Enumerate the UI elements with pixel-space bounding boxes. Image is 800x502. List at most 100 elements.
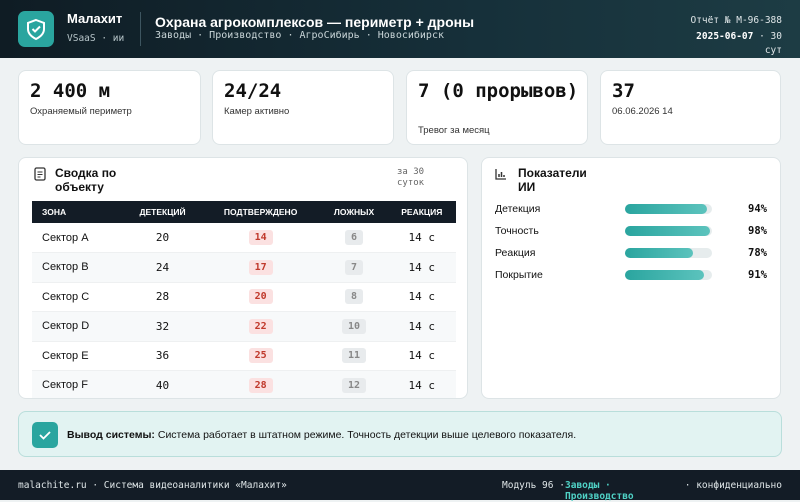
cell: 28 bbox=[200, 370, 321, 398]
cell: 8 bbox=[320, 282, 388, 312]
cell: 20 bbox=[200, 282, 321, 312]
metrics-card: Показатели ИИ Детекция 94% Точность 98% Реак… bbox=[481, 157, 781, 399]
progress-track bbox=[625, 248, 712, 258]
footer-link[interactable]: Заводы · Производство bbox=[565, 480, 634, 502]
divider bbox=[140, 12, 141, 46]
false-badge: 7 bbox=[344, 259, 364, 275]
cell: 14 с bbox=[387, 252, 456, 283]
kpi-value: 24/24 bbox=[224, 80, 282, 102]
metric-value: 78% bbox=[748, 247, 767, 259]
brand: Малахит bbox=[67, 11, 123, 26]
column-header: РЕАКЦИЯ bbox=[387, 201, 456, 223]
kpi-label: 06.06.2026 14 bbox=[612, 106, 673, 117]
confirmed-badge: 20 bbox=[248, 289, 273, 305]
kpi-value: 37 bbox=[612, 80, 635, 102]
report-id: Отчёт № М-96-388 bbox=[690, 15, 782, 26]
alert: Вывод системы: Система работает в штатно… bbox=[18, 411, 782, 457]
metric-label: Реакция bbox=[495, 247, 536, 259]
cell: 12 bbox=[320, 370, 388, 398]
doc-icon bbox=[34, 167, 46, 181]
cell: 17 bbox=[200, 252, 321, 283]
column-header: ПОДТВЕРЖДЕНО bbox=[200, 201, 321, 223]
kpi-label: Тревог за месяц bbox=[418, 125, 490, 136]
table-row: Сектор B 24 17 7 14 с bbox=[32, 252, 456, 283]
false-badge: 8 bbox=[344, 289, 364, 305]
kpi-label: Охраняемый периметр bbox=[30, 106, 132, 117]
column-header: ДЕТЕКЦИЙ bbox=[124, 201, 201, 223]
logo bbox=[18, 11, 54, 47]
logo-icon bbox=[27, 18, 45, 41]
breadcrumbs: Заводы · Производство · АгроСибирь · Нов… bbox=[155, 30, 444, 41]
cell: Сектор E bbox=[32, 341, 125, 371]
column-header: ЗОНА bbox=[32, 201, 125, 223]
alert-text: Вывод системы: Система работает в штатно… bbox=[67, 429, 576, 441]
cell: 14 с bbox=[387, 311, 456, 342]
summary-table: ЗОНА ДЕТЕКЦИЙ ПОДТВЕРЖДЕНО ЛОЖНЫХ РЕАКЦИЯ Сек… bbox=[32, 201, 456, 398]
check-icon bbox=[32, 422, 58, 448]
cell: Сектор F bbox=[32, 370, 125, 398]
cell: Сектор A bbox=[32, 223, 125, 253]
cell: 14 с bbox=[387, 341, 456, 371]
period: · 30 сут bbox=[759, 31, 782, 56]
footer-right: · конфиденциально bbox=[684, 480, 782, 491]
progress-track bbox=[625, 226, 712, 236]
cell: 14 с bbox=[387, 370, 456, 398]
confirmed-badge: 28 bbox=[248, 377, 273, 393]
chart-icon bbox=[495, 169, 506, 180]
progress-bar bbox=[625, 226, 711, 236]
cell: 20 bbox=[124, 223, 201, 253]
header: Малахит VSaaS · ии Охрана агрокомплексов… bbox=[0, 0, 800, 58]
progress-bar bbox=[625, 204, 707, 214]
table-row: Сектор C 28 20 8 14 с bbox=[32, 282, 456, 312]
progress-bar bbox=[625, 270, 705, 280]
cell: 25 bbox=[200, 341, 321, 371]
kpi-card: 24/24 Камер активно bbox=[212, 70, 394, 145]
cell: 32 bbox=[124, 311, 201, 342]
cell: 14 с bbox=[387, 223, 456, 253]
brand-sub: VSaaS · ии bbox=[67, 33, 125, 44]
footer: malachite.ru · Система видеоаналитики «М… bbox=[0, 470, 800, 502]
card-period: за 30 суток bbox=[397, 167, 425, 188]
alert-body: Система работает в штатном режиме. Точно… bbox=[157, 429, 577, 441]
page-title: Охрана агрокомплексов — периметр + дроны bbox=[155, 14, 475, 30]
report-date: 2025-06-07 · 30 сут bbox=[692, 30, 782, 58]
table-row: Сектор F 40 28 12 14 с bbox=[32, 370, 456, 398]
metric-value: 91% bbox=[748, 269, 767, 281]
table-row: Сектор D 32 22 10 14 с bbox=[32, 311, 456, 342]
cell: Сектор C bbox=[32, 282, 125, 312]
table-row: Сектор E 36 25 11 14 с bbox=[32, 341, 456, 371]
column-header: ЛОЖНЫХ bbox=[320, 201, 388, 223]
footer-module: Модуль 96 · bbox=[502, 480, 565, 491]
cell: Сектор D bbox=[32, 311, 125, 342]
metric-label: Точность bbox=[495, 225, 539, 237]
cell: 24 bbox=[124, 252, 201, 283]
metric-value: 94% bbox=[748, 203, 767, 215]
cell: Сектор B bbox=[32, 252, 125, 283]
kpi-value: 2 400 м bbox=[30, 80, 111, 102]
table-row: Сектор A 20 14 6 14 с bbox=[32, 223, 456, 253]
cell: 40 bbox=[124, 370, 201, 398]
progress-track bbox=[625, 204, 712, 214]
summary-card: Сводка по объекту за 30 суток ЗОНА ДЕТЕКЦ… bbox=[18, 157, 468, 399]
cell: 7 bbox=[320, 252, 388, 283]
kpi-card: 2 400 м Охраняемый периметр bbox=[18, 70, 201, 145]
cell: 14 bbox=[200, 223, 321, 253]
cell: 11 bbox=[320, 341, 388, 371]
cell: 10 bbox=[320, 311, 388, 342]
metric-value: 98% bbox=[748, 225, 767, 237]
alert-title: Вывод системы: bbox=[67, 429, 155, 441]
cell: 6 bbox=[320, 223, 388, 253]
confirmed-badge: 14 bbox=[248, 230, 273, 245]
date: 2025-06-07 bbox=[696, 31, 754, 42]
footer-left: malachite.ru · Система видеоаналитики «М… bbox=[18, 480, 287, 491]
kpi-card: 7 (0 прорывов) Тревог за месяц bbox=[406, 70, 588, 145]
kpi-value: 7 (0 прорывов) bbox=[418, 80, 579, 102]
metric-label: Покрытие bbox=[495, 269, 543, 281]
cell: 28 bbox=[124, 282, 201, 312]
confirmed-badge: 22 bbox=[248, 318, 273, 334]
kpi-card: 37 06.06.2026 14 bbox=[600, 70, 781, 145]
false-badge: 6 bbox=[344, 230, 364, 245]
progress-track bbox=[625, 270, 712, 280]
false-badge: 11 bbox=[341, 348, 367, 364]
card-title: Показатели ИИ bbox=[518, 166, 587, 194]
